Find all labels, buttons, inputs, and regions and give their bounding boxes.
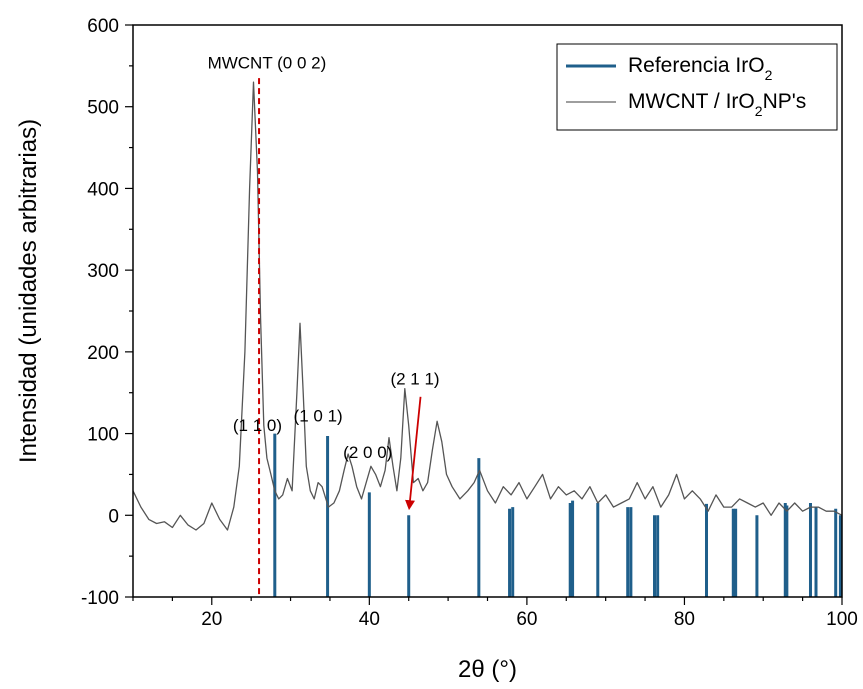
peak-annotation: (1 0 1) [294, 406, 343, 425]
x-tick-label: 100 [826, 609, 858, 630]
x-tick-label: 40 [359, 609, 380, 630]
x-tick-label: 80 [674, 609, 695, 630]
peak-annotation: (2 1 1) [390, 370, 439, 389]
marker-group [258, 78, 422, 597]
legend-box [556, 43, 838, 131]
y-tick-label: 500 [87, 98, 119, 119]
y-tick-label: -100 [81, 588, 119, 609]
x-axis-title: 2θ (°) [458, 656, 517, 683]
y-axis-title: Intensidad (unidades arbitrarias) [15, 119, 42, 463]
legend: Referencia IrO2 MWCNT / IrO2NP's [556, 43, 838, 131]
peak-arrow [405, 396, 422, 511]
y-tick-label: 400 [87, 179, 119, 200]
x-tick-label: 20 [201, 609, 222, 630]
peak-annotation: (1 1 0) [233, 416, 282, 435]
y-tick-label: 200 [87, 343, 119, 364]
legend-label: Referencia IrO2 [628, 54, 773, 83]
y-tick-label: 300 [87, 261, 119, 282]
series-line-0 [132, 81, 843, 531]
reference-peaks [273, 433, 842, 597]
y-tick-label: 600 [87, 16, 119, 37]
y-tick-label: 0 [108, 506, 119, 527]
legend-label: MWCNT / IrO2NP's [628, 90, 806, 119]
series-group [132, 81, 843, 531]
y-tick-label: 100 [87, 425, 119, 446]
peak-annotation: (2 0 0) [343, 443, 392, 462]
y-ticks: -100 0 100 200 300 400 500 600 [81, 16, 133, 609]
x-ticks: 20 40 60 80 100 [132, 597, 858, 630]
peak-annotations: MWCNT (0 0 2) (1 1 0) (1 0 1)(2 0 0) (2 1 1… [208, 53, 440, 462]
x-tick-label: 60 [516, 609, 537, 630]
peak-annotation: MWCNT (0 0 2) [208, 53, 327, 72]
